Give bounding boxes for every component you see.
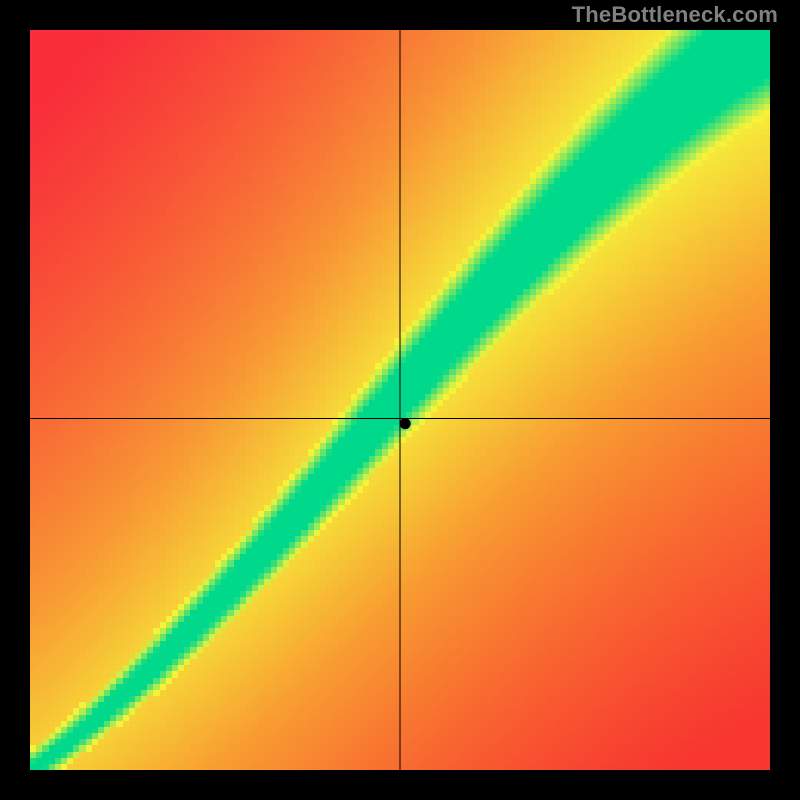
bottleneck-heatmap: [30, 30, 770, 770]
watermark-text: TheBottleneck.com: [572, 2, 778, 28]
heatmap-canvas: [30, 30, 770, 770]
